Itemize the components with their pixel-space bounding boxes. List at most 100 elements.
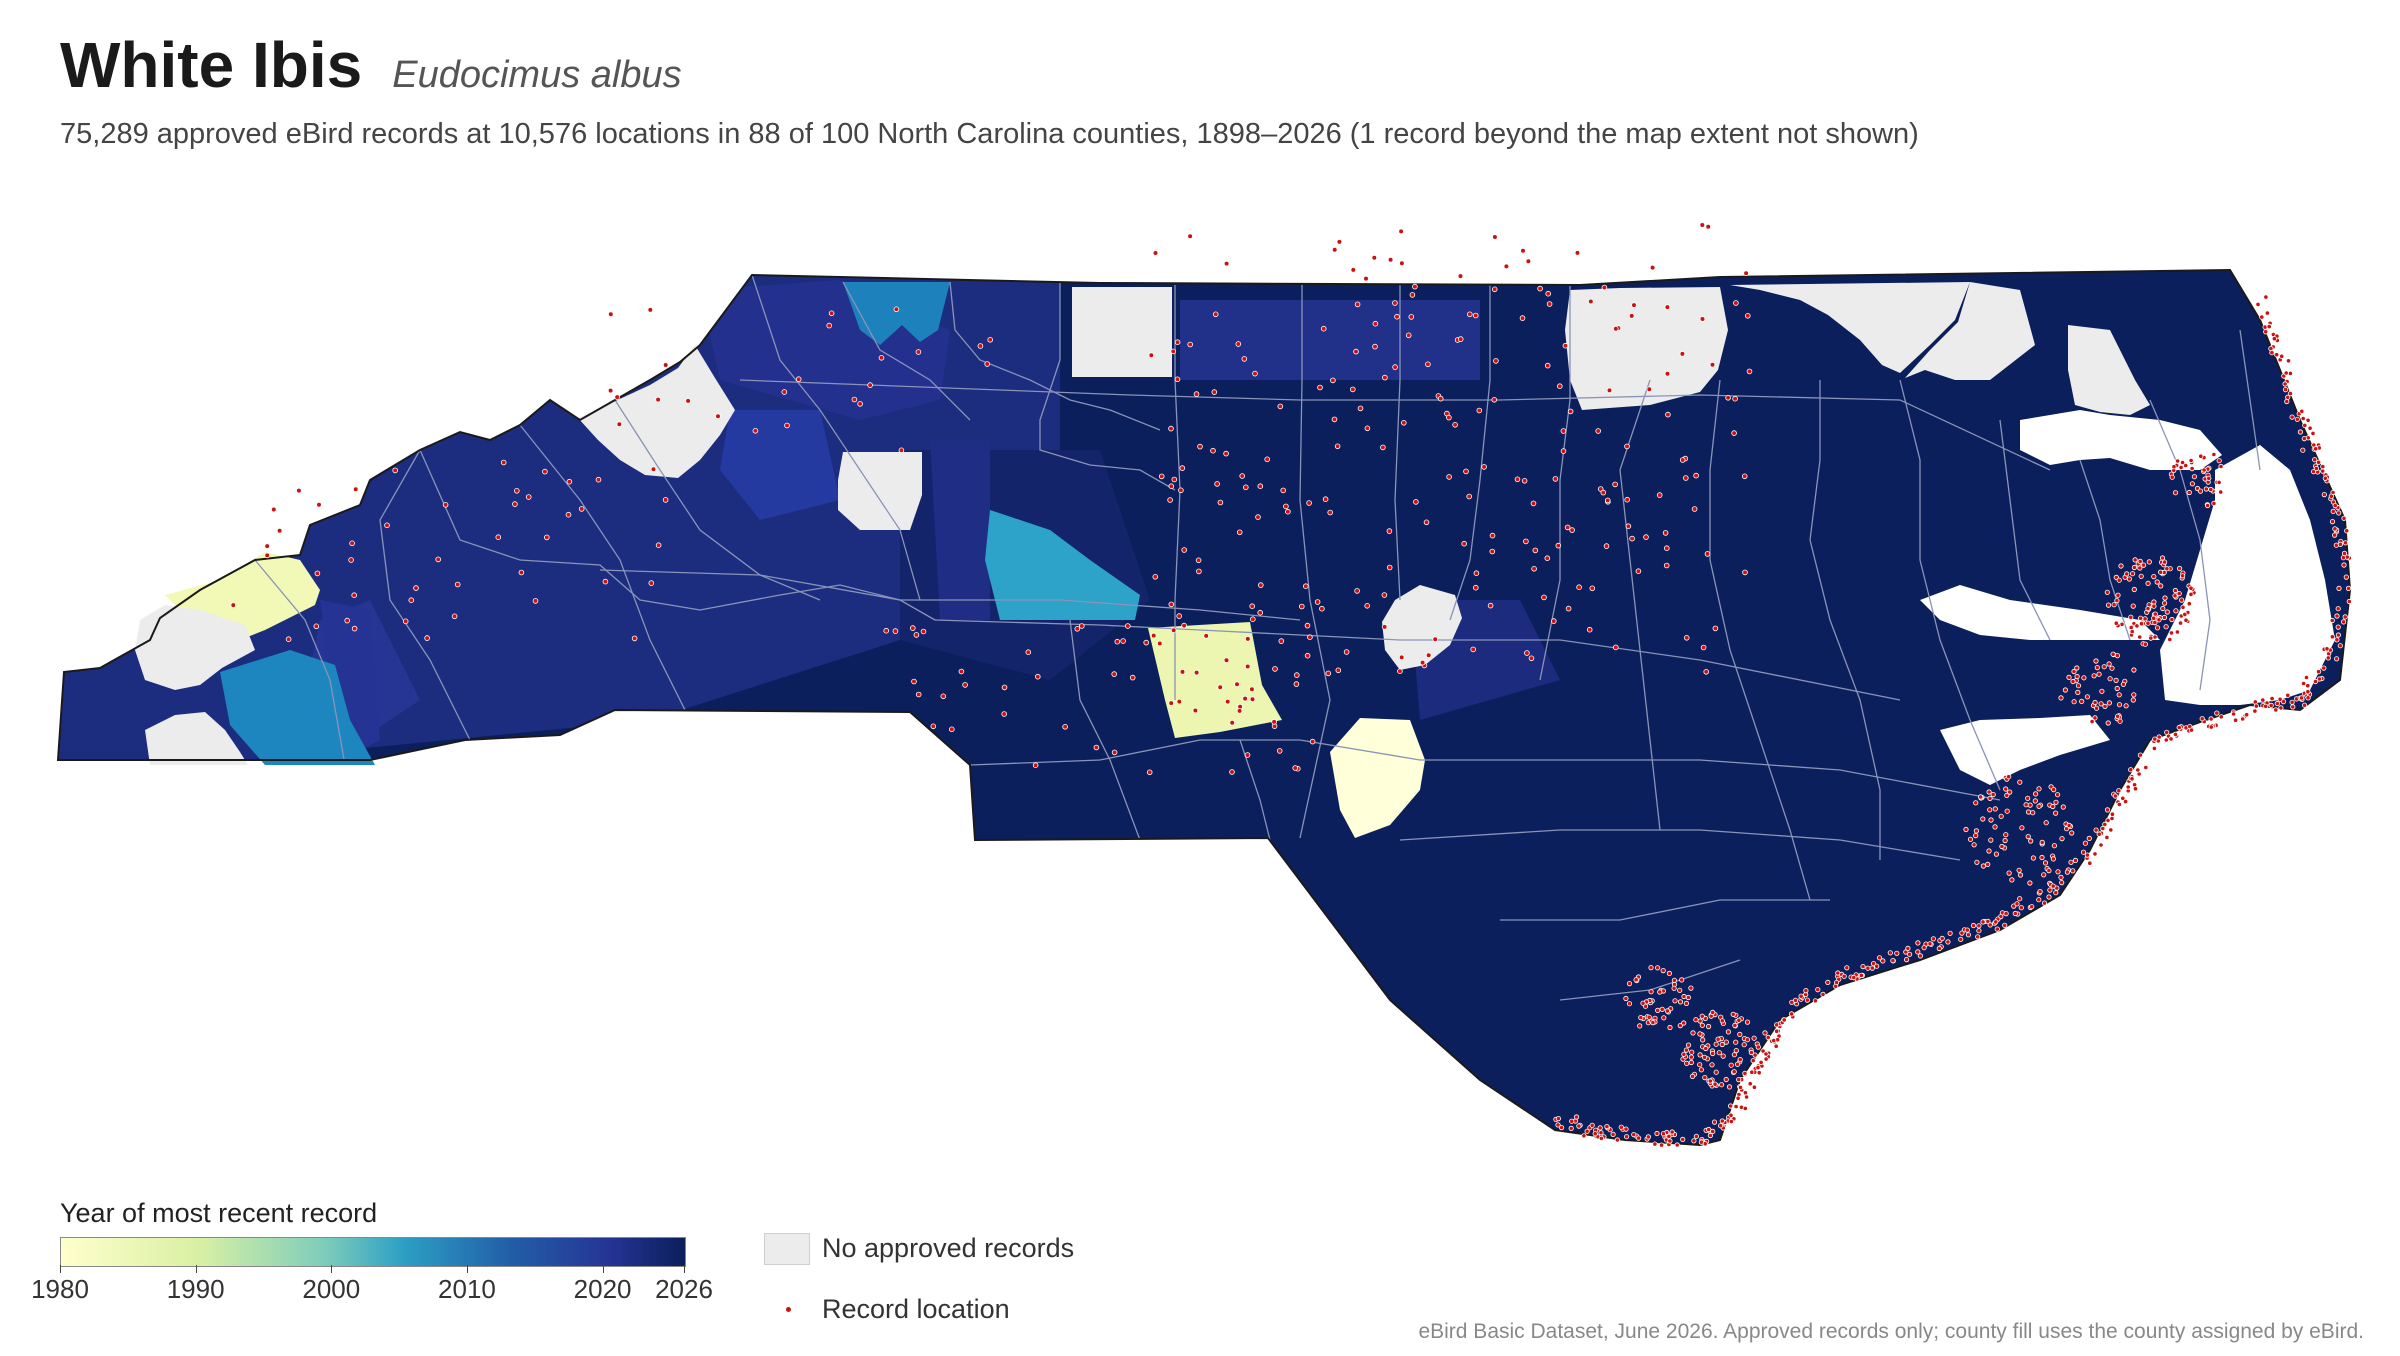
record-dot	[1992, 824, 1998, 830]
record-dot	[1987, 922, 1993, 928]
record-dot	[1706, 1126, 1712, 1133]
record-dot	[2102, 703, 2108, 710]
record-dot	[1731, 430, 1737, 436]
record-dot	[2138, 615, 2144, 621]
record-dot	[784, 422, 790, 429]
record-dot	[2105, 817, 2111, 824]
record-dot	[2142, 616, 2148, 622]
record-dot	[2116, 577, 2122, 583]
record-dot	[1555, 542, 1562, 549]
record-dot	[1304, 622, 1311, 629]
record-dot	[2113, 677, 2119, 684]
record-dot	[1285, 508, 1291, 515]
record-dot	[1697, 1062, 1703, 1068]
record-dot	[1992, 806, 1998, 812]
record-dot	[1803, 987, 1809, 994]
record-dot	[1544, 362, 1551, 369]
record-dot	[413, 585, 419, 591]
record-dots	[230, 222, 2352, 1148]
record-dot	[1702, 1054, 1708, 1060]
record-dot	[1728, 1112, 1734, 1118]
record-dot	[2162, 595, 2168, 601]
legend-title: Year of most recent record	[60, 1198, 378, 1228]
record-dot	[2342, 540, 2349, 546]
record-dot	[1327, 509, 1333, 516]
record-dot	[1890, 957, 1896, 964]
record-dot	[2158, 569, 2164, 575]
record-dot	[1744, 1094, 1750, 1100]
record-dot	[1971, 842, 1977, 848]
record-dot	[1728, 1118, 1735, 1125]
record-dot	[1491, 396, 1498, 403]
record-dot	[1774, 1022, 1780, 1028]
record-dot	[2055, 792, 2061, 798]
record-dot	[1712, 1081, 1718, 1087]
record-dot	[2145, 620, 2151, 626]
record-dot	[2183, 462, 2189, 469]
record-dot	[1789, 1011, 1795, 1017]
record-dot	[1211, 389, 1218, 395]
record-dot	[1461, 540, 1467, 547]
record-dot	[2037, 888, 2043, 895]
record-dot	[1174, 376, 1181, 383]
record-dot	[1196, 568, 1202, 575]
scientific-name: Eudocimus albus	[392, 54, 682, 96]
record-dot	[1684, 1060, 1690, 1067]
record-dot	[1967, 836, 1974, 842]
record-dot	[1562, 342, 1569, 349]
record-dot	[1001, 711, 1007, 717]
record-dot	[2131, 692, 2137, 698]
record-dot	[1693, 1133, 1700, 1139]
record-dot	[2069, 830, 2075, 836]
record-dot	[1264, 456, 1270, 463]
record-dot	[1763, 1051, 1769, 1057]
record-dot	[1659, 1006, 1665, 1012]
record-dot	[1742, 1090, 1749, 1096]
county-gray-hertford	[1730, 282, 1970, 373]
record-dot	[1354, 301, 1361, 308]
record-dot	[2214, 710, 2220, 716]
record-dot	[1633, 977, 1639, 983]
record-dot	[1762, 1030, 1768, 1036]
record-dot	[1330, 377, 1336, 384]
record-dot	[898, 447, 905, 454]
record-dot	[1939, 935, 1945, 942]
record-dot	[795, 376, 802, 383]
record-dot	[1114, 638, 1121, 645]
record-dot	[1353, 348, 1359, 355]
record-dot	[1152, 250, 1159, 256]
albemarle-sound	[2020, 410, 2222, 470]
record-dot	[2138, 573, 2144, 579]
record-dot	[2152, 634, 2158, 640]
record-dot	[2168, 736, 2174, 742]
record-dot	[351, 625, 358, 632]
record-dot	[857, 401, 863, 407]
record-dot	[2046, 894, 2052, 900]
record-dot	[2269, 695, 2275, 702]
record-dot	[1744, 1037, 1751, 1043]
record-dot	[1659, 1142, 1665, 1148]
record-dot	[1815, 986, 1821, 993]
record-dot	[2179, 597, 2185, 603]
record-dot	[1709, 361, 1716, 368]
record-dot	[1503, 263, 1510, 270]
record-dot	[2218, 489, 2224, 495]
record-dot	[2156, 734, 2162, 740]
record-dot	[1725, 394, 1731, 401]
record-dot	[2180, 604, 2186, 610]
record-dot	[2137, 565, 2143, 571]
record-dot	[1699, 1022, 1705, 1028]
record-dot	[1671, 977, 1678, 983]
record-dot	[1907, 951, 1913, 957]
record-dot	[2189, 481, 2195, 487]
county-yellow-rowan	[1148, 622, 1282, 738]
record-dot	[2125, 784, 2131, 790]
record-dot	[2313, 446, 2319, 452]
record-dot	[2334, 656, 2340, 662]
record-dot	[2341, 515, 2347, 521]
record-dot	[1980, 863, 1987, 869]
record-dot	[1705, 223, 1711, 230]
record-dot	[2172, 593, 2178, 599]
record-dot	[1894, 950, 1900, 956]
record-dot	[1541, 594, 1547, 601]
